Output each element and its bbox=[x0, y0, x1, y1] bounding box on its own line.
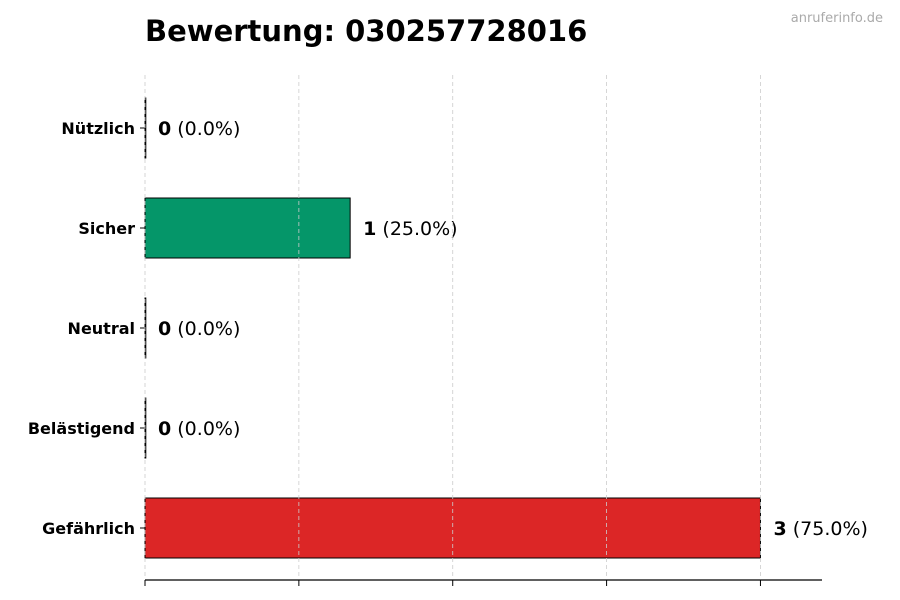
data-label: 1 (25.0%) bbox=[363, 218, 457, 240]
percent-label: (0.0%) bbox=[171, 318, 240, 340]
data-label: 3 (75.0%) bbox=[773, 518, 867, 540]
category-label: Neutral bbox=[68, 319, 135, 338]
watermark: anruferinfo.de bbox=[791, 11, 883, 26]
percent-label: (75.0%) bbox=[787, 518, 868, 540]
bar-4 bbox=[144, 497, 761, 559]
percent-label: (0.0%) bbox=[171, 118, 240, 140]
data-label: 0 (0.0%) bbox=[158, 118, 240, 140]
percent-label: (25.0%) bbox=[376, 218, 457, 240]
bar-1 bbox=[144, 197, 351, 259]
chart-title: Bewertung: 030257728016 bbox=[145, 14, 587, 48]
value-label: 1 bbox=[363, 218, 376, 240]
category-label: Sicher bbox=[78, 219, 135, 238]
value-label: 0 bbox=[158, 118, 171, 140]
value-label: 3 bbox=[773, 518, 786, 540]
category-label: Gefährlich bbox=[42, 519, 135, 538]
data-label: 0 (0.0%) bbox=[158, 418, 240, 440]
category-label: Belästigend bbox=[28, 419, 135, 438]
category-label: Nützlich bbox=[61, 119, 135, 138]
percent-label: (0.0%) bbox=[171, 418, 240, 440]
data-label: 0 (0.0%) bbox=[158, 318, 240, 340]
value-label: 0 bbox=[158, 318, 171, 340]
value-label: 0 bbox=[158, 418, 171, 440]
